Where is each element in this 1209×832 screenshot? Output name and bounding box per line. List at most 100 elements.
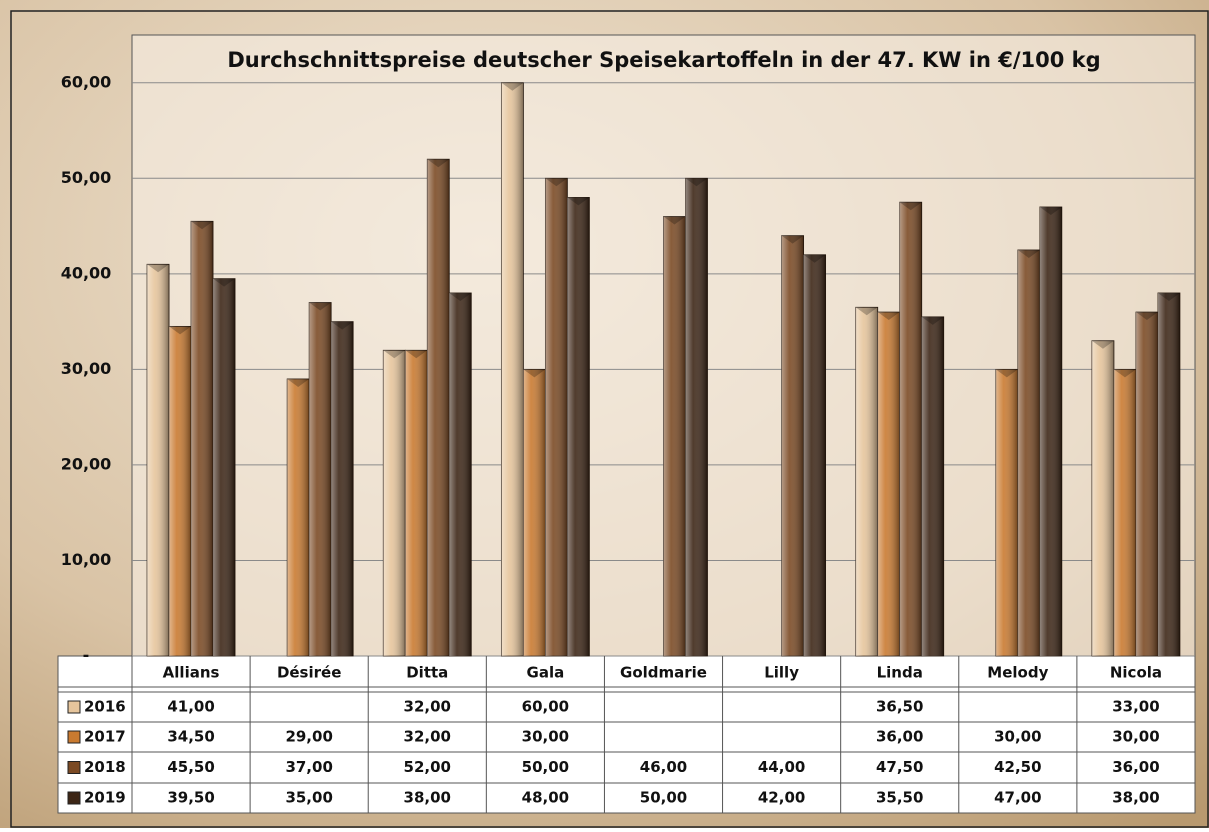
bar-cap: [567, 197, 590, 206]
x-tick-label: Melody: [987, 664, 1048, 682]
bar-cap: [331, 321, 354, 330]
x-tick-label: Désirée: [277, 664, 341, 682]
chart-title: Durchschnittspreise deutscher Speisekart…: [227, 48, 1100, 72]
y-tick-label: 40,00: [61, 263, 112, 282]
x-tick-label: Allians: [163, 664, 220, 682]
bar-shade: [545, 178, 568, 657]
bar-shade: [309, 302, 332, 656]
table-value: 36,00: [1112, 758, 1159, 776]
table-value: 39,50: [167, 789, 214, 807]
bar-shade: [383, 350, 406, 656]
bar-shade: [781, 235, 804, 656]
table-value: 50,00: [640, 789, 687, 807]
bar-shade: [899, 202, 922, 656]
bar-cap: [803, 254, 826, 263]
bar-cap: [523, 369, 546, 378]
bar-shade: [191, 221, 214, 657]
legend-swatch: [67, 791, 81, 805]
bar-shade: [803, 254, 826, 656]
legend-label: 2018: [84, 758, 126, 776]
bar-cap: [405, 350, 428, 359]
bar-cap: [191, 221, 214, 230]
bar-shade: [331, 321, 354, 656]
bar-cap: [169, 326, 192, 335]
bar-shade: [147, 264, 170, 656]
table-value: 47,00: [994, 789, 1041, 807]
bar-cap: [855, 307, 878, 316]
table-value: 34,50: [167, 728, 214, 746]
legend-swatch: [67, 700, 81, 714]
table-value: 50,00: [522, 758, 569, 776]
bar-shade: [405, 350, 428, 656]
bar-cap: [1017, 249, 1040, 258]
bar-cap: [663, 216, 686, 225]
bar-cap: [877, 312, 900, 321]
bar-shade: [685, 178, 708, 657]
bar-shade: [1091, 340, 1114, 656]
bar-shade: [449, 292, 472, 656]
x-tick-label: Gala: [527, 664, 565, 682]
table-value: 42,00: [758, 789, 805, 807]
table-value: 36,00: [876, 728, 923, 746]
table-value: 38,00: [1112, 789, 1159, 807]
table-value: 30,00: [522, 728, 569, 746]
bar-cap: [383, 350, 406, 359]
table-value: 30,00: [994, 728, 1041, 746]
bar-shade: [1113, 369, 1136, 656]
table-value: 35,50: [876, 789, 923, 807]
legend-swatch: [67, 761, 81, 774]
bar-cap: [995, 369, 1018, 378]
legend-label: 2017: [84, 728, 126, 746]
table-value: 60,00: [522, 698, 569, 716]
table-value: 36,50: [876, 698, 923, 716]
bar-cap: [685, 178, 708, 187]
bar-cap: [1135, 312, 1158, 321]
bar-cap: [1157, 292, 1180, 301]
bar-shade: [1157, 292, 1180, 656]
x-tick-label: Linda: [877, 664, 923, 682]
y-tick-label: 30,00: [61, 359, 112, 378]
table-value: 32,00: [404, 698, 451, 716]
bar-cap: [449, 292, 472, 301]
table-value: 45,50: [167, 758, 214, 776]
table-value: 32,00: [404, 728, 451, 746]
table-value: 46,00: [640, 758, 687, 776]
legend-label: 2016: [84, 698, 126, 716]
bar-cap: [545, 178, 568, 187]
table-value: 42,50: [994, 758, 1041, 776]
table-value: 37,00: [285, 758, 332, 776]
legend-swatch: [67, 730, 81, 744]
y-tick-label: -: [83, 646, 90, 665]
bar-cap: [287, 378, 310, 387]
table-value: 38,00: [404, 789, 451, 807]
bar-cap: [1113, 369, 1136, 378]
x-tick-label: Nicola: [1110, 664, 1162, 682]
bar-shade: [567, 197, 590, 656]
bar-shade: [169, 326, 192, 656]
bar-cap: [899, 202, 922, 211]
bar-shade: [1135, 312, 1158, 656]
bar-cap: [501, 82, 524, 91]
bar-cap: [1091, 340, 1114, 349]
table-value: 29,00: [285, 728, 332, 746]
table-value: 52,00: [404, 758, 451, 776]
table-value: 48,00: [522, 789, 569, 807]
bar-shade: [523, 369, 546, 656]
legend-label: 2019: [84, 789, 126, 807]
x-tick-label: Lilly: [764, 664, 799, 682]
bar-cap: [921, 316, 944, 325]
table-value: 41,00: [167, 698, 214, 716]
x-tick-label: Ditta: [406, 664, 448, 682]
bar-cap: [781, 235, 804, 244]
y-tick-label: 50,00: [61, 168, 112, 187]
bar-cap: [213, 278, 236, 287]
table-value: 35,00: [285, 789, 332, 807]
bar-shade: [213, 278, 236, 656]
table-value: 30,00: [1112, 728, 1159, 746]
bar-shade: [1039, 206, 1062, 656]
frame: [10, 10, 1209, 828]
table-value: 47,50: [876, 758, 923, 776]
bar-shade: [501, 82, 524, 657]
bar-shade: [427, 159, 450, 656]
